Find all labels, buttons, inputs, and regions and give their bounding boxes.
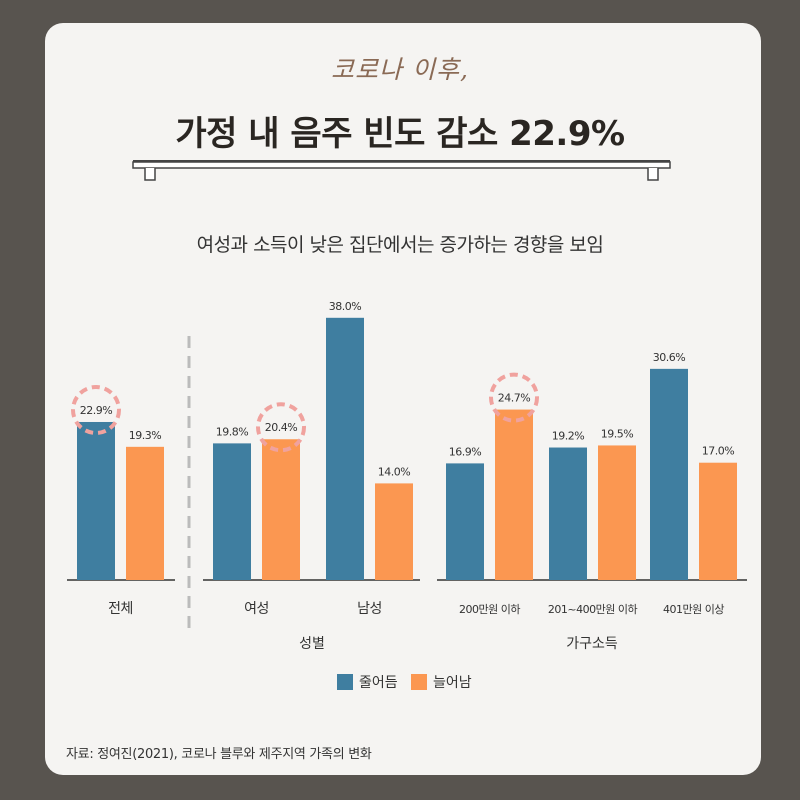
- bar-1-5: [699, 462, 737, 580]
- bar-0-2: [326, 317, 364, 580]
- shelf-underline: [132, 160, 671, 181]
- value-label-0-4: 19.2%: [552, 430, 584, 443]
- category-label-3: 200만원 이하: [459, 602, 520, 616]
- value-label-1-3: 24.7%: [498, 392, 530, 405]
- bar-1-3: [495, 409, 533, 580]
- bar-0-5: [650, 368, 688, 580]
- group-label-2: 가구소득: [566, 636, 618, 652]
- bar-1-4: [598, 445, 636, 580]
- value-label-0-2: 38.0%: [329, 300, 361, 313]
- handwritten-caption: 코로나 이후,: [331, 55, 469, 84]
- value-label-0-3: 16.9%: [449, 445, 481, 458]
- category-label-2: 남성: [357, 601, 382, 617]
- bar-1-0: [126, 446, 164, 580]
- value-label-1-5: 17.0%: [702, 445, 734, 458]
- group-label-1: 성별: [299, 636, 325, 652]
- main-title: 가정 내 음주 빈도 감소 22.9%: [175, 114, 625, 154]
- category-label-5: 401만원 이상: [663, 603, 724, 616]
- bar-0-3: [446, 463, 484, 580]
- value-label-0-0: 22.9%: [80, 404, 112, 417]
- highlight-circle-1-1: [256, 402, 306, 453]
- legend-label-0: 줄어듬: [359, 675, 398, 691]
- category-label-1: 여성: [244, 601, 269, 617]
- bar-1-1: [262, 439, 300, 580]
- value-label-1-4: 19.5%: [601, 427, 633, 440]
- chart-subtitle: 여성과 소득이 낮은 집단에서는 증가하는 경향을 보임: [196, 234, 604, 256]
- legend-label-1: 늘어남: [433, 675, 472, 691]
- value-label-1-2: 14.0%: [378, 465, 410, 478]
- legend-swatch-0: [337, 674, 353, 690]
- source-citation: 자료: 정여진(2021), 코로나 블루와 제주지역 가족의 변화: [66, 747, 372, 762]
- category-label-4: 201~400만원 이하: [548, 602, 638, 616]
- bar-0-4: [549, 447, 587, 580]
- legend-swatch-1: [411, 674, 427, 690]
- value-label-1-0: 19.3%: [129, 429, 161, 442]
- bar-1-2: [375, 483, 413, 580]
- value-label-0-5: 30.6%: [653, 351, 685, 364]
- highlight-circle-1-3: [489, 372, 539, 423]
- value-label-0-1: 19.8%: [216, 425, 248, 438]
- card-background: [45, 23, 761, 775]
- highlight-circle-0-0: [71, 384, 121, 435]
- bar-0-1: [213, 443, 251, 580]
- value-label-1-1: 20.4%: [265, 421, 297, 434]
- bar-0-0: [77, 421, 115, 580]
- category-label-0: 전체: [108, 601, 133, 617]
